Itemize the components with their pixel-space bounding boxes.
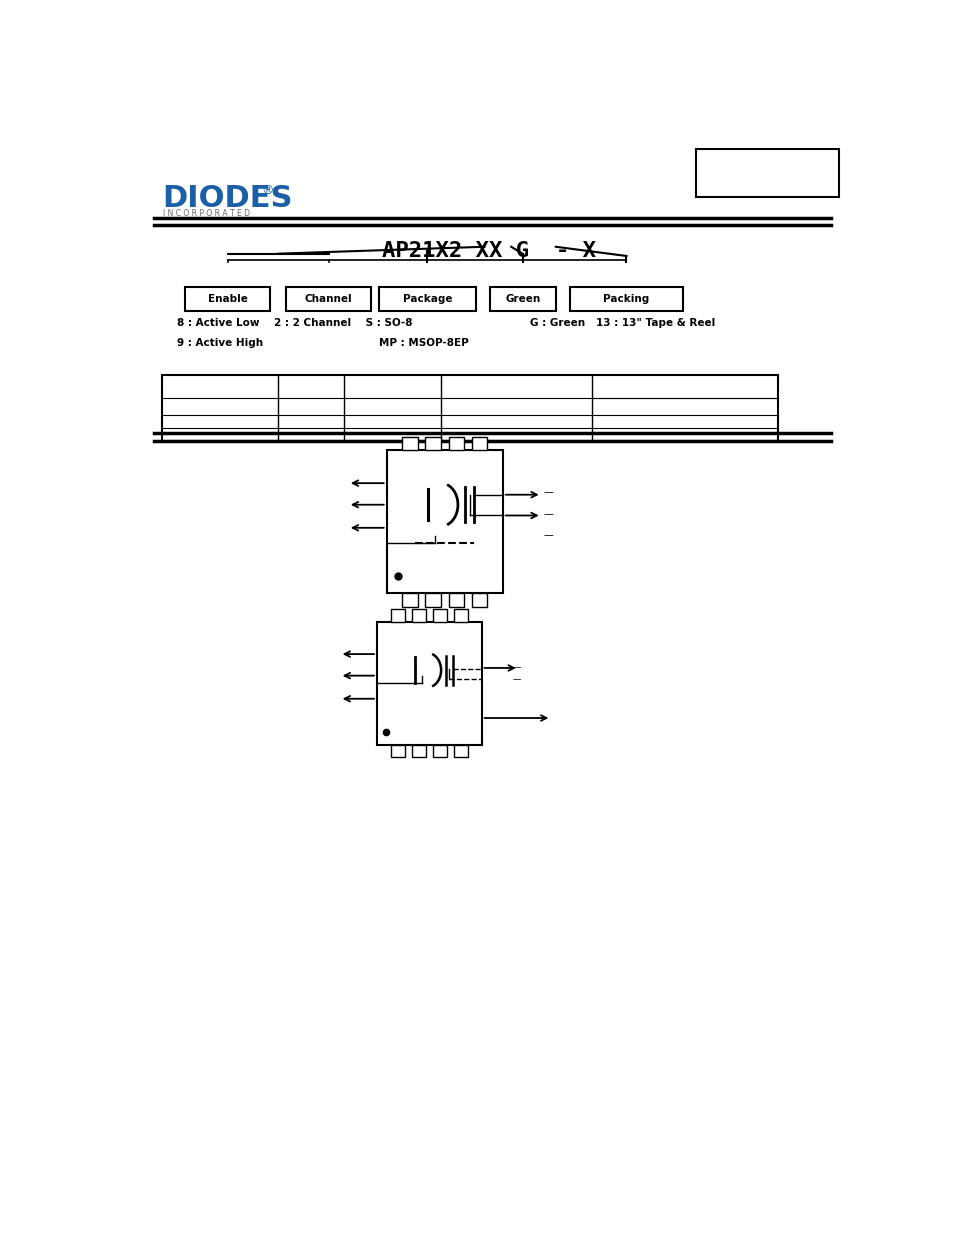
Text: —: — <box>542 531 553 541</box>
Text: —: — <box>513 674 520 684</box>
Bar <box>433 609 446 621</box>
Bar <box>472 593 487 606</box>
Bar <box>695 149 839 196</box>
Bar <box>448 436 464 451</box>
Text: Enable: Enable <box>208 294 248 304</box>
Text: Packing: Packing <box>602 294 649 304</box>
Text: 8 : Active Low    2 : 2 Channel    S : SO-8: 8 : Active Low 2 : 2 Channel S : SO-8 <box>177 317 413 327</box>
Bar <box>425 436 440 451</box>
Text: —: — <box>542 488 553 498</box>
Bar <box>391 609 404 621</box>
Bar <box>472 436 487 451</box>
Bar <box>454 745 467 757</box>
Bar <box>402 593 417 606</box>
Text: AP21X2 XX G  - X: AP21X2 XX G - X <box>381 241 596 261</box>
Bar <box>391 745 404 757</box>
Bar <box>185 287 270 311</box>
Bar <box>402 436 417 451</box>
Bar <box>286 287 371 311</box>
Bar <box>378 287 476 311</box>
Bar <box>570 287 682 311</box>
Bar <box>454 609 467 621</box>
Text: G : Green   13 : 13" Tape & Reel: G : Green 13 : 13" Tape & Reel <box>530 317 715 327</box>
Bar <box>412 745 425 757</box>
Text: DIODES: DIODES <box>162 184 292 214</box>
Bar <box>412 609 425 621</box>
Text: I N C O R P O R A T E D: I N C O R P O R A T E D <box>162 209 250 219</box>
Text: Green: Green <box>504 294 539 304</box>
Text: ®: ® <box>261 184 274 198</box>
Bar <box>386 451 502 593</box>
Bar <box>489 287 555 311</box>
Text: —: — <box>542 509 553 519</box>
Text: 9 : Active High: 9 : Active High <box>177 338 263 348</box>
Bar <box>433 745 446 757</box>
Bar <box>162 375 778 441</box>
Bar <box>425 593 440 606</box>
Bar <box>448 593 464 606</box>
Text: Channel: Channel <box>304 294 352 304</box>
Text: Package: Package <box>402 294 452 304</box>
Bar <box>376 621 481 745</box>
Text: MP : MSOP-8EP: MP : MSOP-8EP <box>378 338 468 348</box>
Text: —: — <box>513 663 520 673</box>
